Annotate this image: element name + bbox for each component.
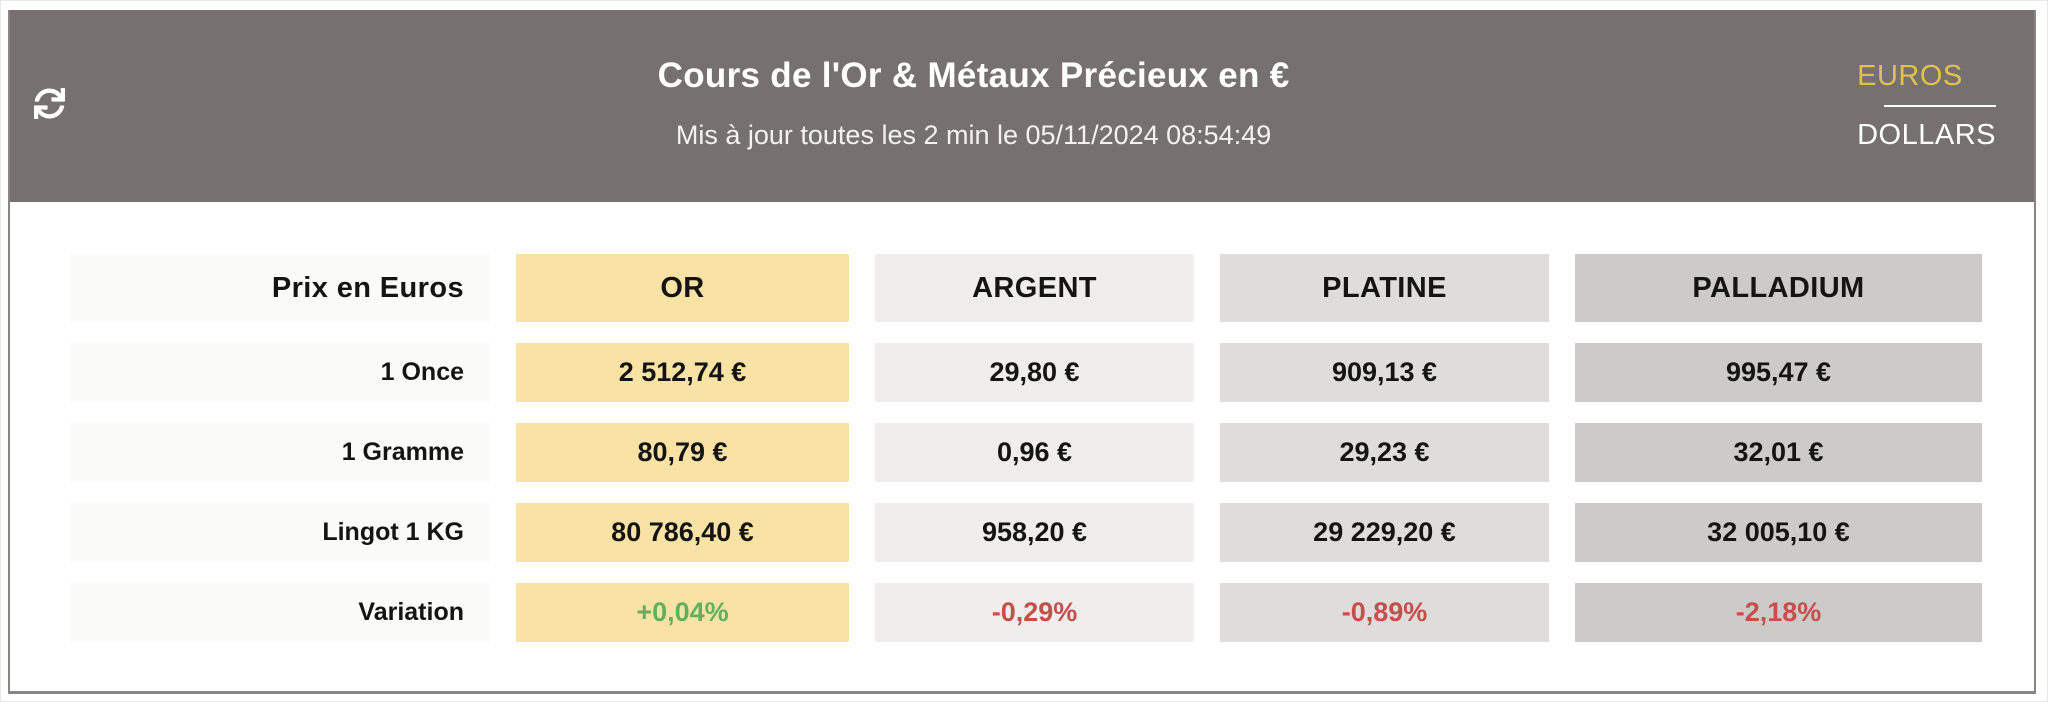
price-cell-or-lingot: 80 786,40 € <box>516 503 849 562</box>
price-cell-platine-gramme: 29,23 € <box>1220 423 1549 482</box>
col-header-or: OR <box>516 254 849 322</box>
variation-cell-argent: -0,29% <box>875 583 1194 642</box>
price-cell-palladium-lingot: 32 005,10 € <box>1575 503 1982 562</box>
refresh-icon <box>34 88 68 119</box>
price-cell-argent-once: 29,80 € <box>875 343 1194 402</box>
variation-cell-palladium: -2,18% <box>1575 583 1982 642</box>
last-updated-text: Mis à jour toutes les 2 min le 05/11/202… <box>675 119 1272 150</box>
row-label-once: 1 Once <box>70 343 490 402</box>
col-header-argent: ARGENT <box>875 254 1194 322</box>
row-label-gramme: 1 Gramme <box>70 423 490 482</box>
price-table: Prix en Euros OR ARGENT PLATINE PALLADIU… <box>70 254 2034 642</box>
widget-header: Cours de l'Or & Métaux Précieux en € Mis… <box>10 10 2034 202</box>
precious-metals-widget: Cours de l'Or & Métaux Précieux en € Mis… <box>8 10 2036 694</box>
currency-divider <box>1884 105 1996 107</box>
refresh-area <box>10 87 90 126</box>
corner-label: Prix en Euros <box>70 254 490 322</box>
row-label-variation: Variation <box>70 583 490 642</box>
currency-toggle: EUROS DOLLARS <box>1857 60 1996 152</box>
variation-cell-platine: -0,89% <box>1220 583 1549 642</box>
price-cell-argent-gramme: 0,96 € <box>875 423 1194 482</box>
price-cell-or-once: 2 512,74 € <box>516 343 849 402</box>
currency-option-dollars[interactable]: DOLLARS <box>1857 119 1996 151</box>
price-cell-palladium-gramme: 32,01 € <box>1575 423 1982 482</box>
price-cell-platine-once: 909,13 € <box>1220 343 1549 402</box>
variation-cell-or: +0,04% <box>516 583 849 642</box>
refresh-button[interactable] <box>34 87 68 121</box>
row-label-lingot: Lingot 1 KG <box>70 503 490 562</box>
page-title: Cours de l'Or & Métaux Précieux en € <box>657 55 1290 95</box>
price-cell-palladium-once: 995,47 € <box>1575 343 1982 402</box>
header-center: Cours de l'Or & Métaux Précieux en € Mis… <box>90 56 1857 151</box>
price-cell-platine-lingot: 29 229,20 € <box>1220 503 1549 562</box>
widget-body: Prix en Euros OR ARGENT PLATINE PALLADIU… <box>10 202 2034 642</box>
col-header-palladium: PALLADIUM <box>1575 254 1982 322</box>
col-header-platine: PLATINE <box>1220 254 1549 322</box>
price-cell-or-gramme: 80,79 € <box>516 423 849 482</box>
price-cell-argent-lingot: 958,20 € <box>875 503 1194 562</box>
currency-option-euros[interactable]: EUROS <box>1857 60 1963 92</box>
